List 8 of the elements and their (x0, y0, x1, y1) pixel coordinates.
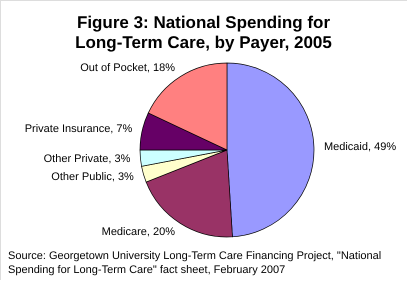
slice-label: Medicaid, 49% (324, 140, 396, 153)
slice-label: Out of Pocket, 18% (80, 62, 176, 74)
slice-label: Other Public, 3% (51, 171, 134, 184)
slice-label: Medicare, 20% (102, 226, 176, 238)
source-note: Source: Georgetown University Long-Term Care Financing Project, "National Spending for Long-Term Care" fact sheet, February 2007 (8, 250, 382, 276)
slice-label: Other Private, 3% (44, 153, 131, 166)
chart-title: Figure 3: National Spending for Long-Term Care, by Payer, 2005 (75, 13, 332, 52)
slice-label: Private Insurance, 7% (24, 122, 133, 135)
